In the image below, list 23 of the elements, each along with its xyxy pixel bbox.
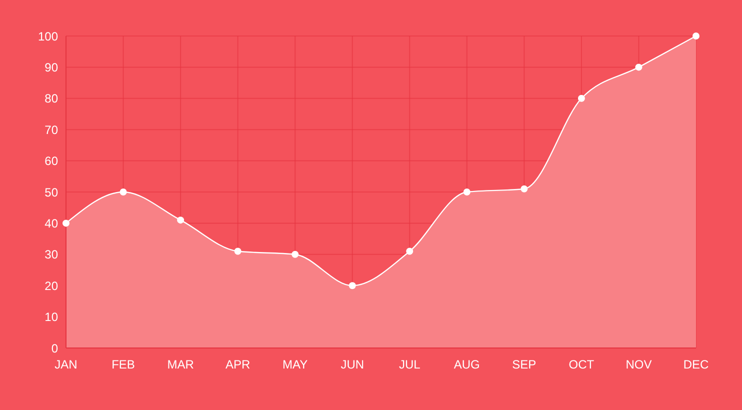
y-tick-label: 70 [44, 122, 58, 137]
y-tick-label: 0 [51, 341, 58, 356]
y-tick-label: 10 [44, 310, 58, 324]
y-tick-label: 20 [44, 278, 58, 293]
x-tick-label: JUN [340, 358, 364, 372]
x-tick-label: SEP [512, 358, 536, 372]
x-tick-label: NOV [626, 358, 652, 372]
x-tick-label: JAN [54, 358, 78, 372]
x-tick-label: DEC [683, 358, 709, 372]
x-tick-label: JUL [398, 358, 421, 372]
y-tick-label: 80 [44, 92, 58, 106]
y-tick-label: 50 [44, 185, 58, 200]
y-tick-label: 60 [44, 154, 58, 168]
x-tick-label: APR [225, 358, 250, 372]
y-tick-label: 100 [38, 29, 58, 44]
x-tick-label: FEB [112, 358, 135, 372]
y-tick-label: 90 [44, 60, 58, 74]
x-tick-label: MAR [167, 358, 194, 372]
y-tick-label: 30 [44, 248, 58, 262]
x-tick-label: AUG [454, 358, 480, 372]
y-tick-label: 40 [44, 216, 58, 230]
x-tick-label: MAY [282, 358, 308, 372]
x-tick-label: OCT [568, 358, 595, 372]
